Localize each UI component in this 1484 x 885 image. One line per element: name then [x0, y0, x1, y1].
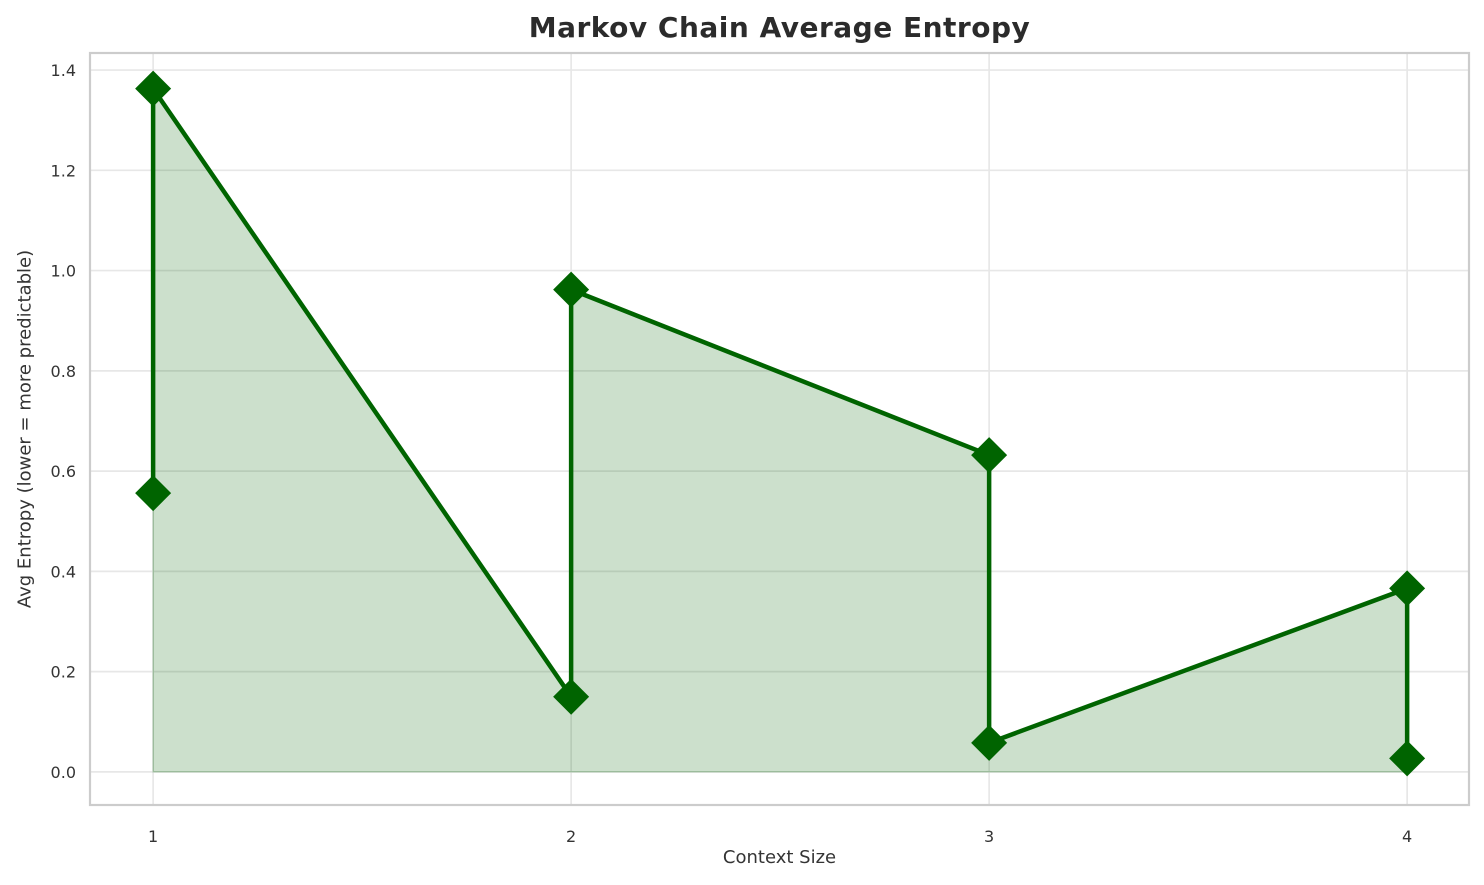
area-fill [152, 86, 1408, 773]
x-tick-label: 3 [984, 827, 994, 846]
y-tick-label: 1.2 [51, 161, 76, 180]
y-tick-label: 1.0 [51, 262, 76, 281]
data-point-marker [135, 70, 172, 107]
data-point-marker [971, 724, 1008, 761]
data-point-marker [553, 271, 590, 308]
data-point-marker [1389, 740, 1426, 777]
axes-frame [88, 51, 1471, 807]
data-point-marker [971, 437, 1008, 474]
data-point-marker [135, 475, 172, 512]
y-tick-label: 0.4 [51, 562, 76, 581]
chart-title: Markov Chain Average Entropy [528, 11, 1031, 44]
y-tick-label: 0.0 [51, 763, 76, 782]
y-tick-label: 1.4 [51, 61, 76, 80]
data-point-marker [553, 678, 590, 715]
y-tick-label: 0.8 [51, 362, 76, 381]
entropy-line [150, 86, 1410, 759]
y-tick-label: 0.2 [51, 663, 76, 682]
y-tick-label: 0.6 [51, 462, 76, 481]
y-axis-label: Avg Entropy (lower = more predictable) [14, 249, 36, 609]
data-point-marker [1389, 570, 1426, 607]
x-tick-label: 1 [148, 827, 158, 846]
x-axis-label: Context Size [722, 847, 837, 868]
x-tick-label: 2 [566, 827, 576, 846]
x-tick-label: 4 [1402, 827, 1412, 846]
